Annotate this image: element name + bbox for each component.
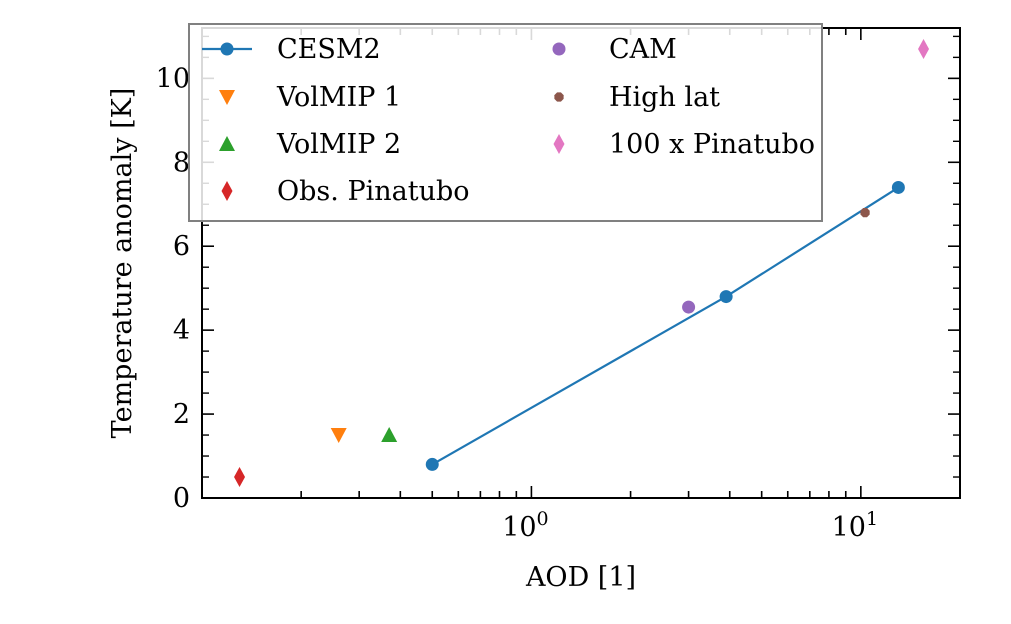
cam-point: [682, 300, 696, 314]
legend-entry-100-x-pinatubo: 100 x Pinatubo: [553, 129, 815, 160]
high-lat-point: [860, 208, 870, 218]
legend-label: High lat: [609, 82, 720, 113]
y-axis-label: Temperature anomaly [K]: [107, 88, 138, 439]
series-100-x-pinatubo: [918, 38, 930, 59]
series-layer: [234, 38, 930, 488]
x-axis-label: AOD [1]: [525, 562, 636, 593]
legend-label: VolMIP 2: [276, 129, 401, 160]
cesm2-line: [431, 186, 899, 466]
legend-marker: [219, 136, 235, 151]
100-x-pinatubo-point: [918, 38, 930, 59]
legend-marker: [221, 181, 233, 201]
cesm2-point: [891, 180, 905, 194]
series-cesm2: [425, 180, 905, 471]
series-cam: [682, 300, 696, 314]
x-tick-label: 100: [502, 508, 548, 543]
y-tick-label: 0: [173, 483, 190, 514]
y-tick-label: 4: [173, 315, 190, 346]
legend-label: CESM2: [277, 34, 381, 65]
series-high-lat: [860, 208, 870, 218]
cesm2-point: [719, 290, 733, 304]
legend-marker: [552, 42, 566, 56]
legend-label: 100 x Pinatubo: [609, 129, 815, 160]
volmip-1-point: [330, 428, 347, 444]
legend-entry-high-lat: High lat: [554, 82, 720, 113]
y-tick-label: 8: [173, 147, 190, 178]
x-tick-label: 101: [832, 508, 878, 543]
legend-entry-cesm2: CESM2: [202, 34, 381, 65]
legend-label: Obs. Pinatubo: [277, 176, 470, 207]
legend-marker: [219, 90, 235, 105]
cesm2-point: [425, 457, 439, 471]
legend-label: CAM: [609, 34, 677, 65]
obs-pinatubo-point: [234, 467, 246, 488]
legend-marker: [553, 134, 565, 154]
legend-frame: [188, 23, 823, 222]
legend-entry-volmip-1: VolMIP 1: [219, 82, 401, 113]
ticks-layer: 100 101 0 2 4 6 8 10: [156, 28, 961, 543]
legend-entry-cam: CAM: [552, 34, 677, 65]
y-tick-label: 6: [173, 231, 190, 262]
legend-entry-volmip-2: VolMIP 2: [219, 129, 401, 160]
y-tick-label: 2: [173, 399, 190, 430]
legend-label: VolMIP 1: [276, 82, 401, 113]
legend-marker: [554, 92, 564, 102]
series-obs-pinatubo: [234, 467, 246, 488]
legend-marker: [220, 42, 234, 56]
volmip-2-point: [381, 427, 398, 443]
series-volmip-2: [381, 427, 398, 443]
legend: CESM2 VolMIP 1 VolMIP 2 Obs. Pinatubo CAM Hig…: [188, 23, 823, 222]
series-volmip-1: [330, 428, 347, 444]
y-tick-label: 10: [156, 63, 190, 94]
legend-entry-obs-pinatubo: Obs. Pinatubo: [221, 176, 470, 207]
